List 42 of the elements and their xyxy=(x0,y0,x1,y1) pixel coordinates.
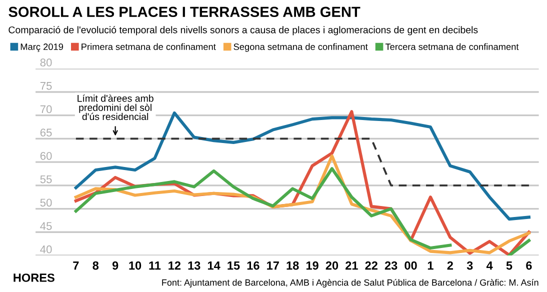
y-tick-label: 45 xyxy=(40,222,52,230)
x-tick-label: 19 xyxy=(306,261,318,270)
annotation: Límit d'àrees amb predomini del sòl d'ús residencial xyxy=(78,94,154,120)
x-tick-label: 00 xyxy=(404,261,417,270)
y-tick-label: 70 xyxy=(40,105,52,114)
x-tick-label: 10 xyxy=(129,261,142,270)
legend-label: Primera setmana de confinament xyxy=(82,43,216,50)
x-tick-label: 8 xyxy=(92,261,99,270)
y-tick-label: 80 xyxy=(40,58,52,66)
y-tick-label: 65 xyxy=(40,128,52,137)
y-tick-label: 75 xyxy=(40,82,52,90)
x-tick-label: 11 xyxy=(149,261,161,270)
y-tick-label: 60 xyxy=(40,152,52,160)
x-tick-label: 6 xyxy=(526,261,532,270)
y-tick-label: 50 xyxy=(40,198,52,207)
y-tick-label: 40 xyxy=(40,245,52,254)
x-tick-label: 3 xyxy=(466,261,473,270)
x-tick-label: 18 xyxy=(286,261,299,270)
text: Font: Ajuntament de Barcelona, AMB i Agència de Salut Pública de Barcelona / Gràfic: M. Asín xyxy=(162,278,538,288)
legend-label: Segona setmana de confinament xyxy=(234,43,368,52)
x-tick-label: 22 xyxy=(365,261,378,270)
x-tick-label: 12 xyxy=(168,261,181,270)
x-tick-label: 20 xyxy=(326,261,338,270)
legend-label: Març 2019 xyxy=(20,44,64,52)
x-tick-label: 15 xyxy=(228,261,240,270)
x-tick-label: 23 xyxy=(384,261,398,270)
legend-label: Tercera setmana de confinament xyxy=(385,43,519,50)
chart-title: SOROLL A LES PLACES I TERRASSES AMB GENT xyxy=(8,6,360,18)
x-tick-label: 13 xyxy=(188,261,200,270)
x-tick-label: 7 xyxy=(73,261,79,270)
x-tick-label: 2 xyxy=(447,261,453,270)
x-tick-label: 21 xyxy=(346,261,358,270)
x-tick-label: 5 xyxy=(506,261,512,270)
x-tick-label: 14 xyxy=(208,261,220,270)
x-axis-title: HORES xyxy=(14,274,54,282)
y-tick-label: 55 xyxy=(40,175,52,184)
x-tick-label: 1 xyxy=(428,261,434,270)
chart-subtitle: Comparació de l'evolució temporal dels nivells sonors a causa de places i aglomeracions de gent en decibels xyxy=(8,26,478,36)
x-tick-label: 16 xyxy=(247,261,260,270)
x-tick-label: 17 xyxy=(267,261,279,270)
x-tick-label: 4 xyxy=(486,261,493,270)
x-tick-label: 9 xyxy=(112,261,118,270)
